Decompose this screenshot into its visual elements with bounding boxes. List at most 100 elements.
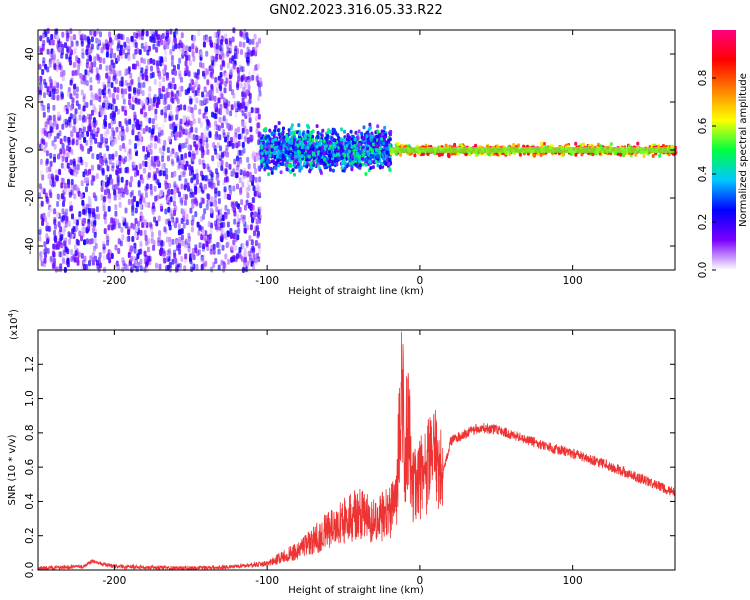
heatmap-cell [67,220,71,227]
heatmap-cell [87,195,91,202]
heatmap-cell [382,156,386,161]
heatmap-cell [323,157,327,162]
heatmap-cell [210,212,214,219]
heatmap-cell [135,32,139,39]
heatmap-cell [146,238,150,245]
heatmap-cell [76,219,79,226]
heatmap-cell [105,65,109,72]
heatmap-cell [329,167,332,172]
heatmap-cell [211,94,214,101]
heatmap-cell [306,123,309,128]
heatmap-cell [139,70,143,77]
heatmap-cell [46,103,50,110]
heatmap-cell [255,115,258,122]
heatmap-cell [100,133,104,140]
heatmap-cell [124,118,128,124]
heatmap-cell [108,64,112,71]
heatmap-cell [215,174,219,181]
heatmap-cell [180,183,184,190]
heatmap-cell [591,152,595,157]
heatmap-cell [164,105,168,112]
heatmap-cell [66,46,70,53]
heatmap-cell [120,187,124,194]
heatmap-cell [296,143,300,148]
heatmap-cell [100,47,104,54]
heatmap-cell [247,185,251,191]
heatmap-cell [229,40,232,47]
heatmap-cell [364,162,368,167]
heatmap-cell [224,213,228,220]
heatmap-cell [145,116,148,123]
heatmap-cell [50,127,54,134]
heatmap-cell [226,221,230,228]
heatmap-cell [217,242,221,249]
heatmap-cell [249,58,253,65]
heatmap-cell [177,244,181,251]
heatmap-cell [239,82,243,89]
heatmap-cell [239,169,243,176]
heatmap-cell [46,248,50,254]
heatmap-cell [48,166,52,173]
heatmap-cell [180,76,183,83]
heatmap-cell [108,192,112,199]
heatmap-cell [70,256,74,262]
heatmap-cell [371,154,375,159]
heatmap-cell [65,30,69,37]
heatmap-cell [84,161,88,168]
heatmap-cell [208,36,212,43]
heatmap-cell [323,151,326,156]
heatmap-cell [111,218,115,225]
heatmap-cell [119,33,122,40]
heatmap-cell [202,263,206,269]
heatmap-cell [157,160,161,166]
heatmap-cell [80,180,84,187]
heatmap-cell [220,122,224,129]
heatmap-cell [330,138,334,143]
heatmap-cell [121,216,125,223]
heatmap-cell [121,92,125,99]
heatmap-cell [102,205,106,212]
heatmap-cell [248,49,251,56]
heatmap-cell [221,60,225,67]
heatmap-cell [278,154,282,159]
heatmap-cell [438,153,441,158]
heatmap-cell [38,86,42,93]
heatmap-cell [97,164,101,171]
heatmap-cell [201,91,205,98]
heatmap-cell [146,246,150,253]
heatmap-cell [184,199,187,206]
heatmap-cell [219,78,223,84]
heatmap-cell [104,121,108,127]
heatmap-cell [150,156,154,162]
heatmap-cell [41,174,45,181]
heatmap-cell [149,57,153,64]
heatmap-cell [203,134,207,141]
heatmap-cell [251,153,255,160]
heatmap-cell [52,243,56,250]
heatmap-cell [75,40,79,47]
heatmap-cell [70,189,74,196]
heatmap-cell [134,42,138,49]
heatmap-cell [210,83,214,90]
heatmap-cell [40,260,44,267]
heatmap-cell [248,171,252,178]
heatmap-cell [74,184,78,191]
heatmap-cell [165,29,169,36]
heatmap-cell [47,133,51,139]
heatmap-cell [378,150,382,155]
heatmap-cell [38,235,42,242]
heatmap-cell [100,109,104,116]
heatmap-cell [136,48,140,54]
heatmap-cell [70,205,74,212]
heatmap-cell [236,67,240,73]
heatmap-cell [231,205,235,212]
heatmap-cell [320,133,324,138]
heatmap-cell [119,167,123,174]
heatmap-cell [179,104,183,111]
heatmap-cell [231,256,235,263]
heatmap-cell [294,159,298,164]
heatmap-cell [274,137,278,142]
heatmap-cell [78,133,82,140]
heatmap-cell [279,170,283,175]
heatmap-cell [221,244,225,251]
